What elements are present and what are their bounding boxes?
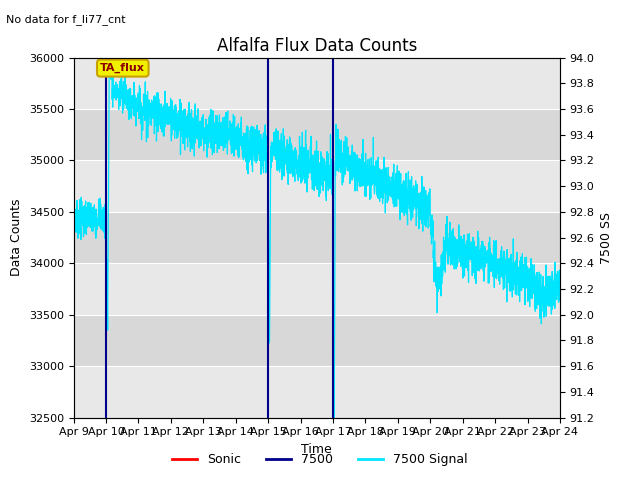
7500 Signal: [70, 193, 77, 199]
7500 Signal: [556, 273, 564, 279]
7500 Signal: [547, 293, 555, 299]
Text: No data for f_li77_cnt: No data for f_li77_cnt: [6, 14, 126, 25]
Y-axis label: 7500 SS: 7500 SS: [600, 212, 613, 264]
Bar: [74, 58, 560, 109]
Line: 7500 Signal: 7500 Signal: [74, 46, 560, 465]
7500 Signal: [278, 131, 285, 137]
Bar: [74, 109, 560, 160]
Bar: [74, 160, 560, 212]
7500 Signal: [154, 90, 162, 96]
Bar: [74, 366, 560, 418]
Bar: [74, 212, 560, 264]
Y-axis label: Data Counts: Data Counts: [10, 199, 23, 276]
7500 Signal: [125, 98, 133, 104]
Legend: Sonic, 7500, 7500 Signal: Sonic, 7500, 7500 Signal: [167, 448, 473, 471]
Bar: [74, 264, 560, 315]
7500 Signal: [495, 270, 502, 276]
Text: TA_flux: TA_flux: [100, 63, 145, 73]
Bar: [74, 315, 560, 366]
Title: Alfalfa Flux Data Counts: Alfalfa Flux Data Counts: [216, 36, 417, 55]
7500 Signal: [257, 150, 264, 156]
7500 Signal: [330, 462, 338, 468]
X-axis label: Time: Time: [301, 443, 332, 456]
7500 Signal: [106, 43, 113, 48]
